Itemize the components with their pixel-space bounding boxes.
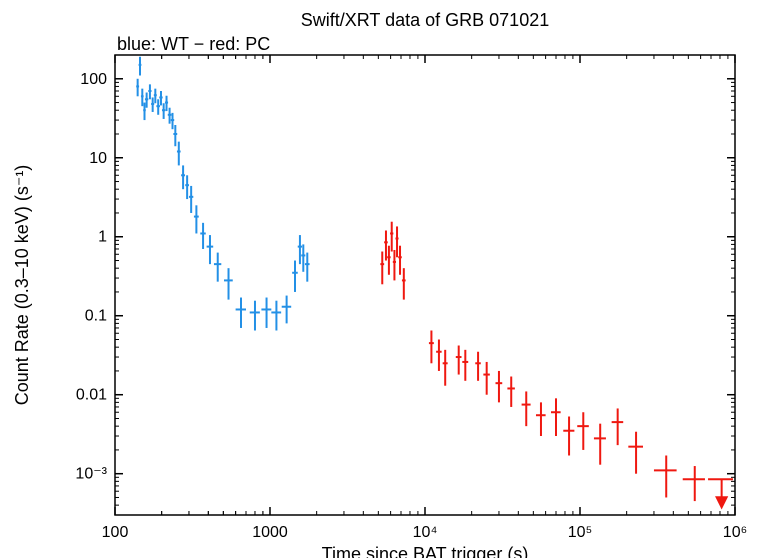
y-tick-label: 0.1 xyxy=(85,308,107,325)
x-tick-label: 10⁵ xyxy=(568,524,592,541)
y-axis-label: Count Rate (0.3–10 keV) (s⁻¹) xyxy=(12,165,32,406)
chart-legend: blue: WT − red: PC xyxy=(117,34,270,54)
x-tick-label: 1000 xyxy=(252,524,288,541)
x-tick-label: 10⁴ xyxy=(413,524,438,541)
chart-title: Swift/XRT data of GRB 071021 xyxy=(301,10,549,30)
y-tick-label: 10⁻³ xyxy=(75,466,107,483)
chart-container: 100 1000 10⁴ 10⁵ 10⁶ 10⁻³ 0.01 0.1 1 10 100 Swift/X… xyxy=(0,0,761,558)
x-tick-label: 100 xyxy=(102,524,129,541)
y-tick-label: 0.01 xyxy=(76,387,107,404)
x-axis-label: Time since BAT trigger (s) xyxy=(322,544,529,558)
y-tick-label: 1 xyxy=(98,229,107,246)
light-curve-chart: 100 1000 10⁴ 10⁵ 10⁶ 10⁻³ 0.01 0.1 1 10 100 Swift/X… xyxy=(0,0,761,558)
wt-data-series xyxy=(136,57,309,331)
y-tick-label: 10 xyxy=(89,150,107,167)
y-tick-label: 100 xyxy=(80,71,107,88)
x-tick-label: 10⁶ xyxy=(723,524,747,541)
pc-upper-limit xyxy=(708,479,733,507)
pc-data-series xyxy=(380,222,705,501)
